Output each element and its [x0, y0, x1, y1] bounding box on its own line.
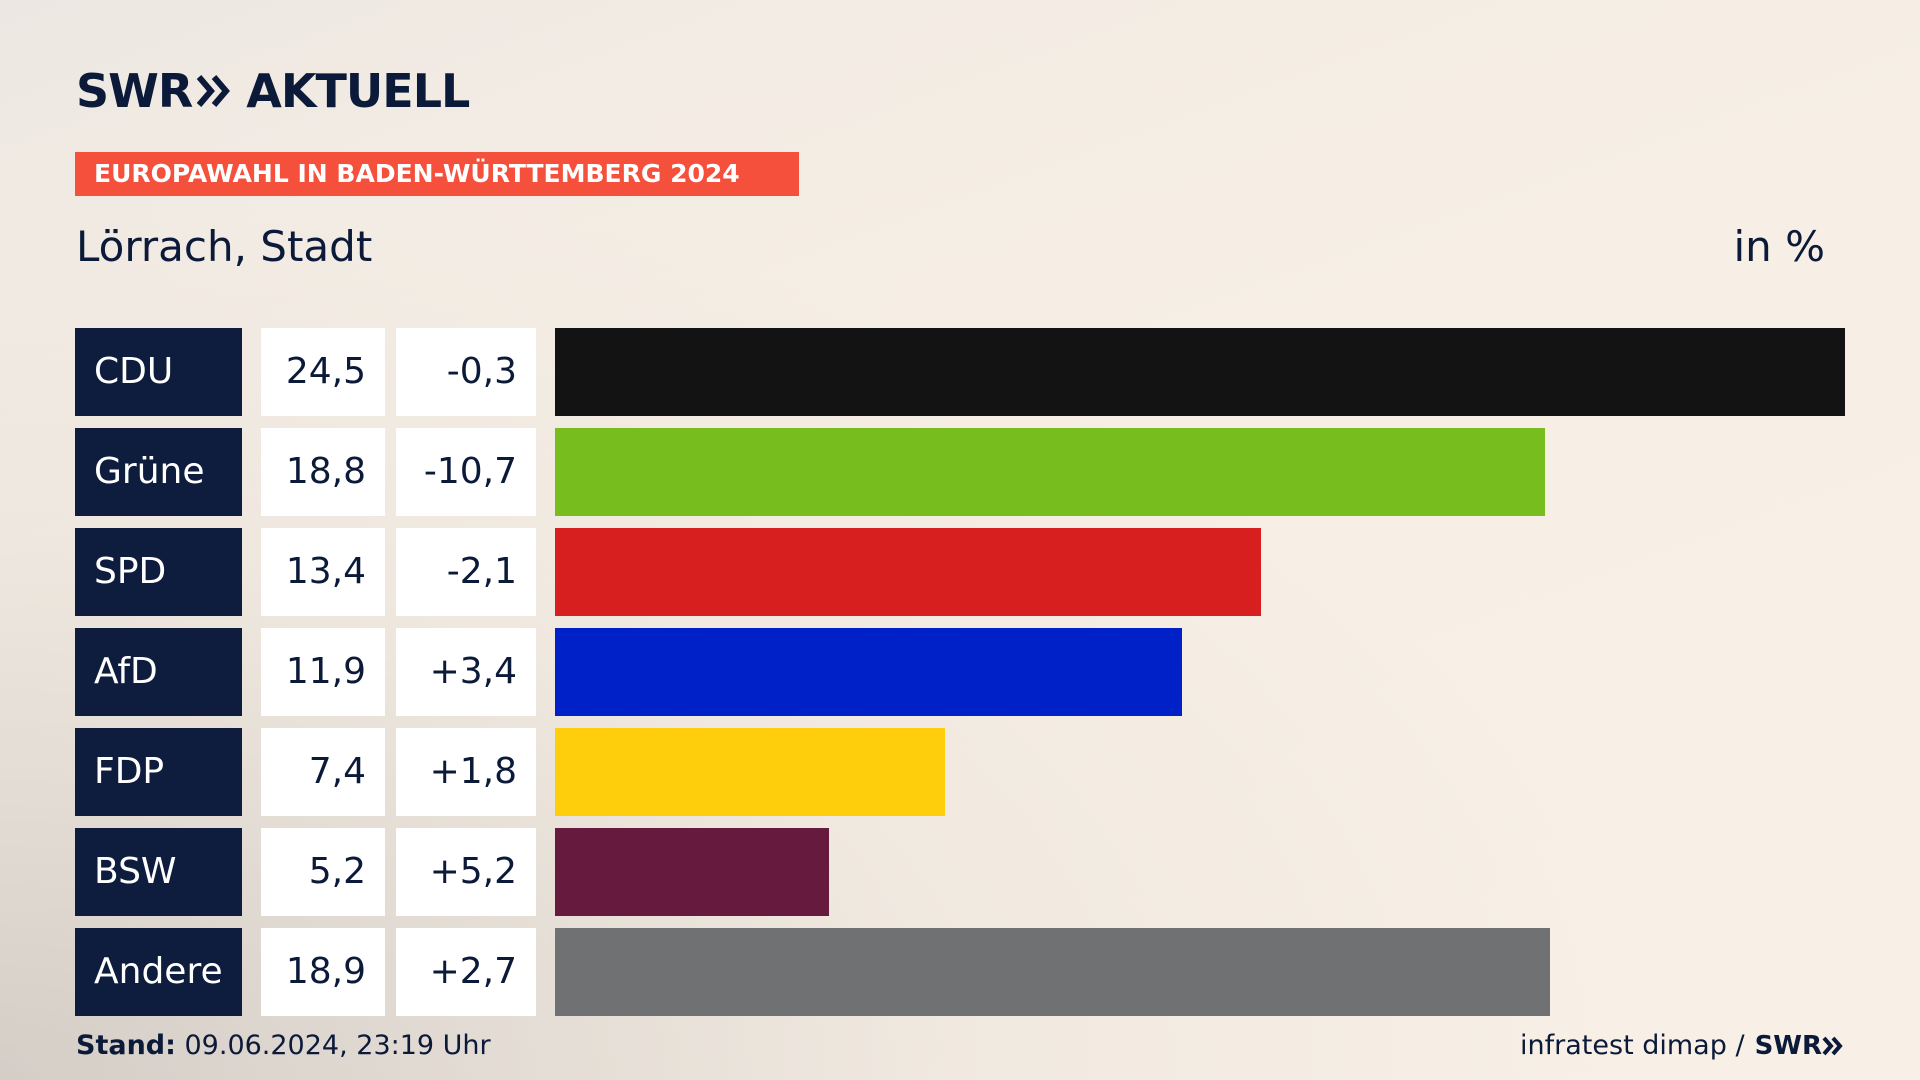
- source-swr-logo: SWR: [1755, 1031, 1844, 1061]
- party-row: SPD 13,4 -2,1: [75, 528, 1845, 616]
- source-swr-text: SWR: [1754, 1030, 1822, 1061]
- stand-value: 09.06.2024, 23:19 Uhr: [175, 1030, 491, 1061]
- change-label: -2,1: [396, 528, 536, 616]
- party-row: BSW 5,2 +5,2: [75, 828, 1845, 916]
- source-text: infratest dimap /: [1520, 1030, 1745, 1061]
- result-bar: [555, 828, 829, 916]
- party-row: CDU 24,5 -0,3: [75, 328, 1845, 416]
- party-label: BSW: [75, 828, 242, 916]
- change-label: -0,3: [396, 328, 536, 416]
- change-label: +5,2: [396, 828, 536, 916]
- party-label: SPD: [75, 528, 242, 616]
- change-label: +3,4: [396, 628, 536, 716]
- vote-share-label: 13,4: [261, 528, 385, 616]
- unit-label: in %: [1733, 222, 1825, 271]
- source-credit: infratest dimap / SWR: [1520, 1030, 1844, 1061]
- result-bar: [555, 428, 1545, 516]
- vote-share-label: 11,9: [261, 628, 385, 716]
- vote-share-label: 18,9: [261, 928, 385, 1016]
- party-row: Andere 18,9 +2,7: [75, 928, 1845, 1016]
- party-label: Andere: [75, 928, 242, 1016]
- change-label: +1,8: [396, 728, 536, 816]
- vote-share-label: 18,8: [261, 428, 385, 516]
- party-label: FDP: [75, 728, 242, 816]
- result-bar: [555, 728, 945, 816]
- result-bar: [555, 628, 1182, 716]
- change-label: +2,7: [396, 928, 536, 1016]
- result-bar: [555, 528, 1261, 616]
- logo-swr-text: SWR: [76, 64, 193, 118]
- result-bar: [555, 328, 1845, 416]
- result-bar: [555, 928, 1550, 1016]
- vote-share-label: 5,2: [261, 828, 385, 916]
- region-title: Lörrach, Stadt: [76, 222, 373, 271]
- party-row: FDP 7,4 +1,8: [75, 728, 1845, 816]
- party-label: CDU: [75, 328, 242, 416]
- stand-label: Stand:: [76, 1030, 176, 1061]
- swr-aktuell-logo: SWR AKTUELL: [76, 64, 470, 118]
- party-label: Grüne: [75, 428, 242, 516]
- party-row: AfD 11,9 +3,4: [75, 628, 1845, 716]
- double-chevron-icon: [196, 74, 232, 108]
- party-label: AfD: [75, 628, 242, 716]
- election-banner: EUROPAWAHL IN BADEN-WÜRTTEMBERG 2024: [75, 152, 799, 196]
- change-label: -10,7: [396, 428, 536, 516]
- timestamp: Stand: 09.06.2024, 23:19 Uhr: [76, 1030, 491, 1061]
- vote-share-label: 7,4: [261, 728, 385, 816]
- logo-aktuell-text: AKTUELL: [246, 64, 470, 118]
- source-chevron-icon: [1822, 1036, 1843, 1055]
- party-row: Grüne 18,8 -10,7: [75, 428, 1845, 516]
- vote-share-label: 24,5: [261, 328, 385, 416]
